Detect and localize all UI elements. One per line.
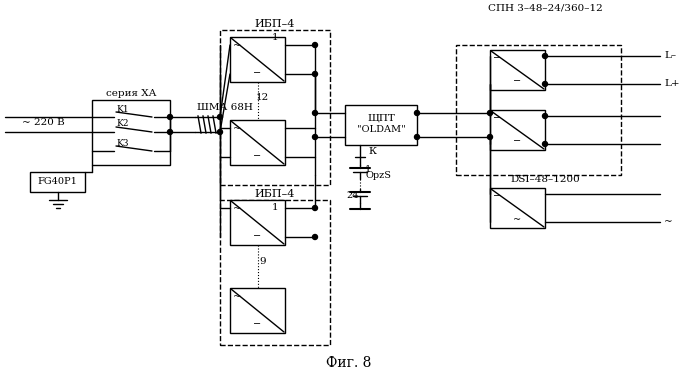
Text: ~: ~ bbox=[233, 292, 241, 301]
Text: ~: ~ bbox=[233, 41, 241, 50]
Circle shape bbox=[542, 114, 547, 119]
Circle shape bbox=[313, 111, 318, 116]
Bar bbox=[456, 45, 621, 175]
Bar bbox=[220, 30, 330, 185]
Text: L–: L– bbox=[664, 52, 676, 60]
Text: K3: K3 bbox=[116, 138, 128, 147]
Text: 9: 9 bbox=[259, 256, 266, 266]
Text: −: − bbox=[493, 54, 501, 63]
Text: 1: 1 bbox=[272, 33, 279, 41]
Bar bbox=[345, 105, 417, 145]
Text: серия ХА: серия ХА bbox=[106, 89, 156, 98]
Text: −: − bbox=[493, 114, 501, 123]
Circle shape bbox=[218, 130, 223, 135]
Circle shape bbox=[218, 114, 223, 119]
Circle shape bbox=[542, 81, 547, 87]
Text: −: − bbox=[514, 77, 521, 86]
Text: ~: ~ bbox=[514, 215, 521, 224]
Bar bbox=[220, 200, 330, 345]
Text: L+: L+ bbox=[664, 79, 680, 89]
Bar bbox=[490, 188, 545, 228]
Text: ~: ~ bbox=[233, 124, 241, 133]
Bar bbox=[230, 120, 285, 165]
Text: ~ 220 В: ~ 220 В bbox=[22, 118, 65, 127]
Text: K2: K2 bbox=[116, 119, 128, 128]
Text: 1: 1 bbox=[272, 203, 279, 212]
Text: "OLDAM": "OLDAM" bbox=[357, 125, 406, 135]
Text: СПН 3–48–24/360–12: СПН 3–48–24/360–12 bbox=[488, 3, 602, 13]
Circle shape bbox=[487, 135, 493, 139]
Text: 12: 12 bbox=[256, 93, 269, 103]
Text: ИБП–4: ИБП–4 bbox=[255, 189, 295, 199]
Text: DSI–48–1200: DSI–48–1200 bbox=[510, 176, 580, 185]
Text: −: − bbox=[253, 320, 262, 329]
Bar bbox=[92, 100, 170, 165]
Bar bbox=[230, 288, 285, 333]
Text: OpzS: OpzS bbox=[365, 171, 391, 180]
Text: −: − bbox=[493, 192, 501, 201]
Bar bbox=[490, 110, 545, 150]
Text: ЩПТ: ЩПТ bbox=[367, 114, 395, 122]
Circle shape bbox=[542, 141, 547, 147]
Text: ~: ~ bbox=[664, 217, 673, 226]
Text: К: К bbox=[368, 147, 376, 155]
Circle shape bbox=[313, 71, 318, 76]
Circle shape bbox=[313, 43, 318, 48]
Text: ~: ~ bbox=[233, 204, 241, 213]
Text: −: − bbox=[253, 232, 262, 241]
Circle shape bbox=[313, 206, 318, 211]
Bar bbox=[490, 50, 545, 90]
Text: Фиг. 8: Фиг. 8 bbox=[326, 356, 372, 370]
Text: ИБП–4: ИБП–4 bbox=[255, 19, 295, 29]
Circle shape bbox=[313, 234, 318, 239]
Bar bbox=[230, 37, 285, 82]
Circle shape bbox=[313, 135, 318, 139]
Text: −: − bbox=[253, 152, 262, 161]
Circle shape bbox=[415, 111, 419, 116]
Text: K1: K1 bbox=[116, 105, 128, 114]
Circle shape bbox=[168, 130, 172, 135]
Circle shape bbox=[487, 111, 493, 116]
Circle shape bbox=[415, 135, 419, 139]
Circle shape bbox=[168, 114, 172, 119]
Bar bbox=[230, 200, 285, 245]
Text: FG40P1: FG40P1 bbox=[38, 177, 77, 187]
Text: ШМА 68Н: ШМА 68Н bbox=[197, 103, 253, 111]
Circle shape bbox=[542, 54, 547, 59]
Bar bbox=[30, 172, 85, 192]
Text: 1: 1 bbox=[365, 166, 371, 174]
Text: 24: 24 bbox=[346, 190, 359, 200]
Text: −: − bbox=[253, 69, 262, 78]
Text: −: − bbox=[514, 137, 521, 146]
